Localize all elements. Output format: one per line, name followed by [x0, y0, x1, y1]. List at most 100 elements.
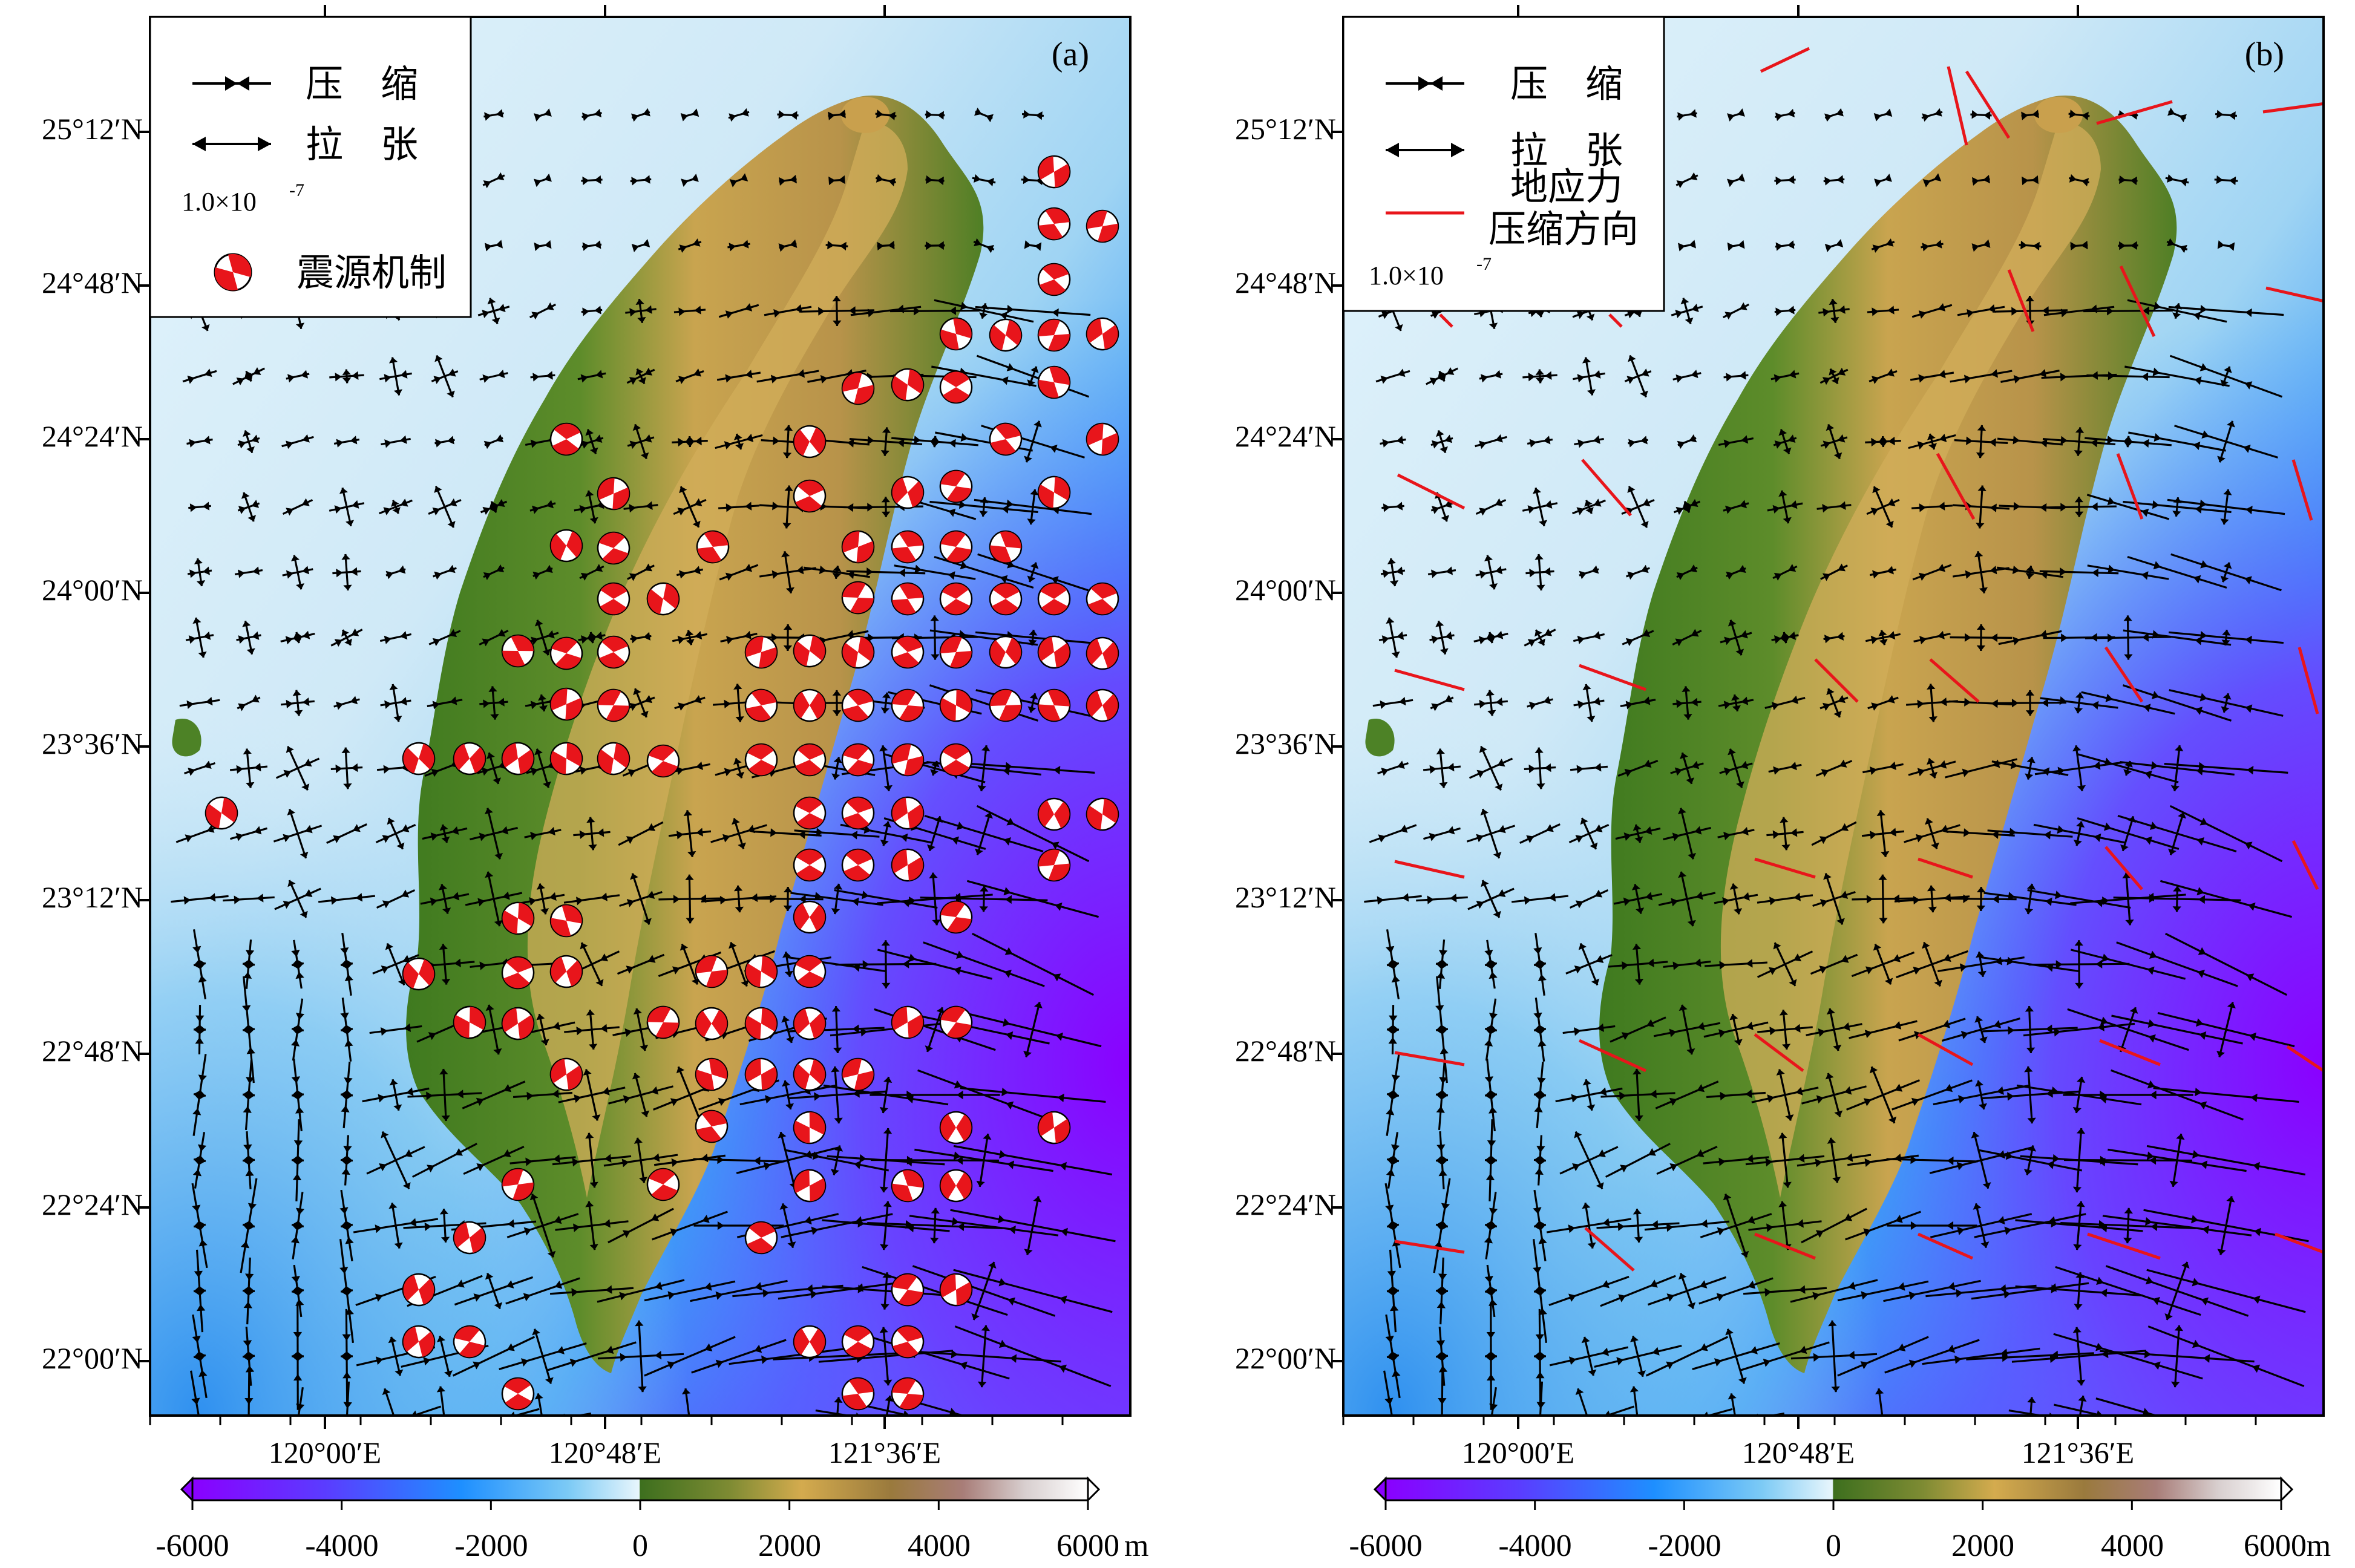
colorbar-b-labels: -6000 -4000 -2000 0 2000 4000 6000 m	[1349, 1529, 2331, 1563]
strain-cross	[690, 1279, 788, 1302]
strain-cross	[479, 686, 508, 720]
strain-cross	[485, 240, 503, 252]
strain-cross	[2169, 354, 2283, 398]
strain-cross	[673, 305, 706, 316]
focal-mechanism	[1037, 635, 1071, 669]
strain-cross	[494, 1393, 592, 1416]
strain-cross	[234, 566, 263, 578]
strain-cross	[1527, 436, 1553, 448]
strain-cross	[1605, 1143, 1671, 1178]
strain-cross	[229, 826, 268, 841]
strain-cross	[1705, 959, 1767, 970]
strain-cross	[273, 808, 323, 859]
strain-cross	[729, 173, 748, 188]
strain-cross	[597, 1320, 684, 1393]
focal-mechanism	[939, 1005, 973, 1039]
strain-cross	[581, 108, 602, 122]
focal-mechanism	[939, 582, 973, 616]
strain-cross	[2000, 368, 2060, 384]
strain-cross	[479, 370, 508, 383]
focal-mechanism	[744, 635, 778, 669]
strain-cross	[1921, 240, 1944, 252]
strain-cross	[290, 1192, 305, 1259]
strain-cross	[240, 1178, 258, 1273]
strain-cross	[977, 553, 1089, 592]
strain-cross	[1837, 1280, 1929, 1302]
strain-cross	[914, 1133, 1053, 1187]
strain-cross	[1719, 748, 1753, 788]
strain-cross	[1706, 1089, 1766, 1101]
strain-cross	[330, 747, 363, 789]
lat-label: 22°24′N	[42, 1187, 143, 1221]
stress-direction-line	[1929, 658, 1980, 703]
strain-cross	[1670, 752, 1704, 785]
stress-direction-line	[1917, 1232, 1974, 1260]
lat-label: 23°36′N	[42, 727, 143, 760]
strain-cross	[534, 240, 552, 252]
strain-cross	[877, 240, 895, 251]
strain-cross	[1380, 558, 1406, 587]
strain-cross	[2019, 240, 2042, 251]
stress-direction-line	[1936, 452, 1976, 520]
strain-cross	[242, 1327, 255, 1386]
strain-cross	[678, 238, 702, 253]
strain-cross	[672, 436, 708, 448]
focal-mechanism	[501, 742, 535, 776]
focal-mechanism	[891, 1377, 925, 1411]
strain-cross	[412, 1143, 477, 1178]
strain-cross	[1727, 173, 1745, 188]
strain-cross	[465, 871, 523, 927]
strain-cross	[282, 498, 313, 516]
focal-mechanism	[744, 1221, 778, 1255]
strain-cross	[1867, 305, 1899, 316]
strain-cross	[720, 630, 758, 645]
strain-cross	[1720, 619, 1752, 656]
strain-cross	[1427, 566, 1456, 578]
strain-cross	[1869, 368, 1898, 384]
focal-mechanism	[989, 582, 1023, 616]
focal-mechanism	[1037, 365, 1071, 399]
strain-cross	[2077, 753, 2179, 783]
strain-cross	[549, 1285, 634, 1297]
lon-label: 120°00′E	[269, 1436, 381, 1469]
focal-mechanism	[549, 636, 583, 670]
strain-cross	[339, 1189, 354, 1262]
strain-cross	[329, 369, 364, 384]
strain-cross	[1790, 1279, 1878, 1303]
strain-cross	[353, 1203, 439, 1249]
strain-cross	[1922, 1347, 2040, 1365]
strain-cross	[1819, 367, 1849, 385]
focal-mechanism	[793, 634, 827, 668]
strain-cross	[891, 436, 978, 448]
focal-mechanism	[597, 742, 631, 776]
compression-arrow-icon	[1386, 76, 1464, 91]
strain-cross	[1770, 370, 1800, 383]
strain-cross	[1613, 884, 1663, 914]
strain-cross	[427, 696, 463, 710]
strain-cross	[1522, 369, 1557, 384]
focal-mechanism	[891, 796, 925, 830]
strain-cross	[1645, 1336, 1729, 1377]
focal-mechanism	[793, 1325, 827, 1359]
focal-mechanism	[841, 848, 875, 882]
strain-cross	[1511, 893, 1569, 905]
legend-extension-label: 拉 张	[1510, 128, 1623, 172]
strain-cross	[581, 175, 603, 186]
strain-cross	[1369, 824, 1417, 843]
strain-cross	[1375, 368, 1410, 384]
strain-cross	[2105, 1261, 2249, 1321]
strain-cross	[1886, 1155, 1978, 1166]
strain-cross	[329, 487, 365, 527]
strain-cross	[1533, 1308, 1547, 1404]
lat-label: 24°48′N	[1235, 266, 1336, 299]
strain-cross	[1594, 1386, 1682, 1416]
stress-direction-line	[2291, 840, 2319, 890]
strain-cross	[1473, 630, 1508, 645]
strain-cross	[1774, 305, 1796, 316]
strain-cross	[691, 1339, 787, 1374]
strain-cross	[482, 172, 505, 189]
strain-cross	[2064, 1155, 2192, 1165]
strain-cross	[483, 564, 505, 581]
focal-mechanism	[793, 1169, 827, 1203]
strain-cross	[1656, 1146, 1718, 1175]
